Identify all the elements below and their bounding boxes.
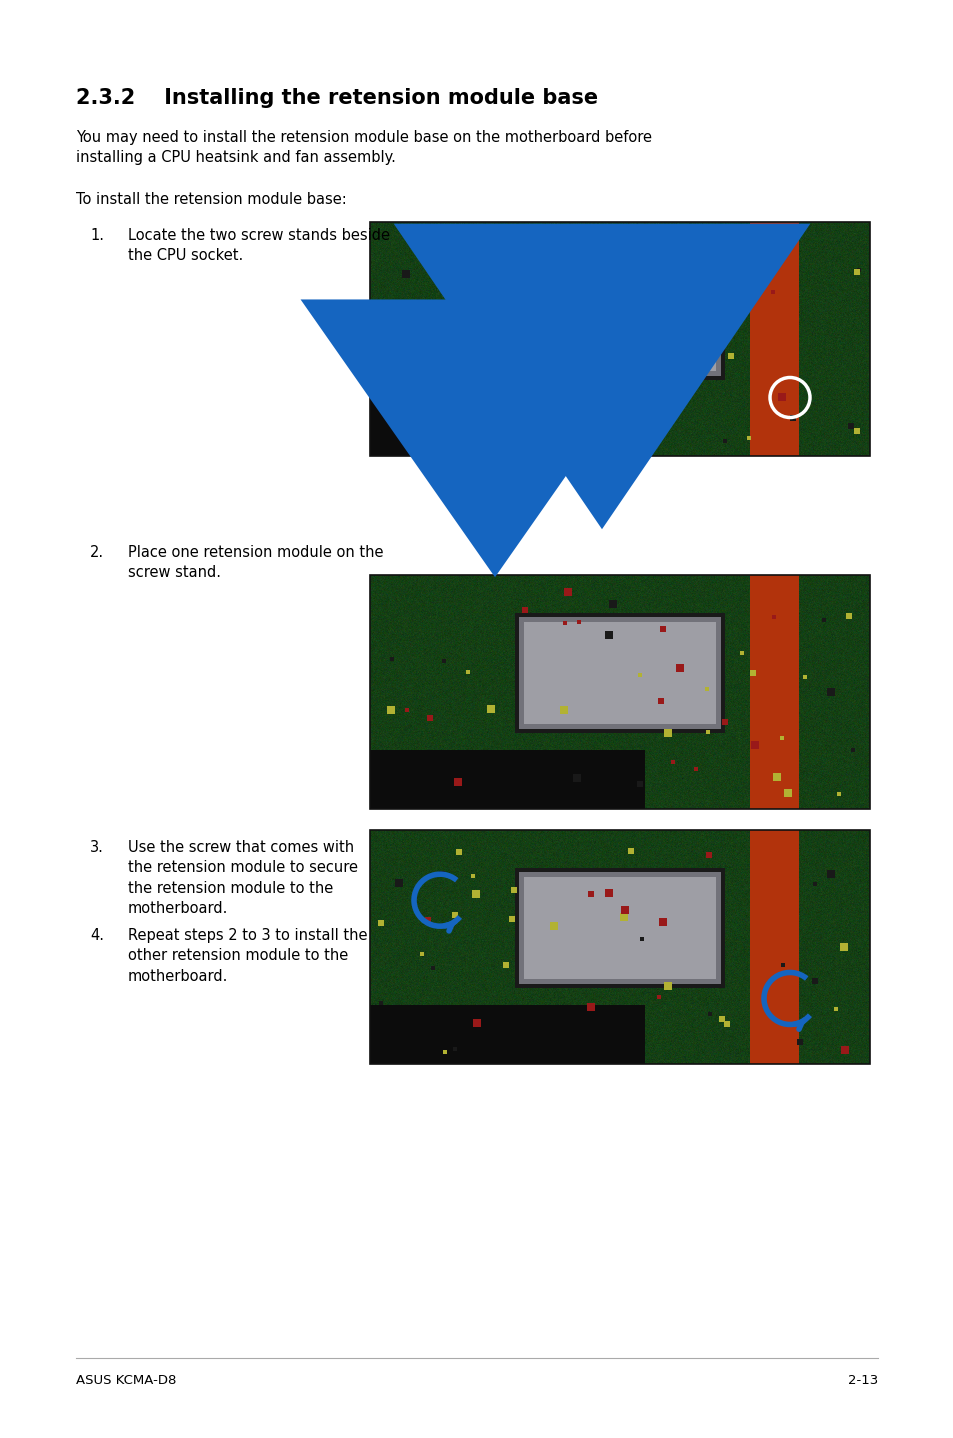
Bar (370, 575, 869, 810)
Text: 3.: 3. (90, 840, 104, 856)
Text: 1.: 1. (90, 229, 104, 243)
Text: ASUS KCMA-D8: ASUS KCMA-D8 (76, 1373, 176, 1388)
Text: Repeat steps 2 to 3 to install the
other retension module to the
motherboard.: Repeat steps 2 to 3 to install the other… (128, 928, 367, 984)
Text: Use the screw that comes with
the retension module to secure
the retension modul: Use the screw that comes with the retens… (128, 840, 357, 916)
Text: 2.3.2    Installing the retension module base: 2.3.2 Installing the retension module ba… (76, 88, 598, 108)
Text: 2.: 2. (90, 545, 104, 559)
Text: 4.: 4. (90, 928, 104, 943)
Text: To install the retension module base:: To install the retension module base: (76, 193, 346, 207)
Bar (370, 830, 869, 1064)
Text: You may need to install the retension module base on the motherboard before
inst: You may need to install the retension mo… (76, 129, 651, 165)
Text: Place one retension module on the
screw stand.: Place one retension module on the screw … (128, 545, 383, 581)
Text: 2-13: 2-13 (847, 1373, 877, 1388)
Text: Locate the two screw stands beside
the CPU socket.: Locate the two screw stands beside the C… (128, 229, 390, 263)
Bar (370, 221, 869, 456)
